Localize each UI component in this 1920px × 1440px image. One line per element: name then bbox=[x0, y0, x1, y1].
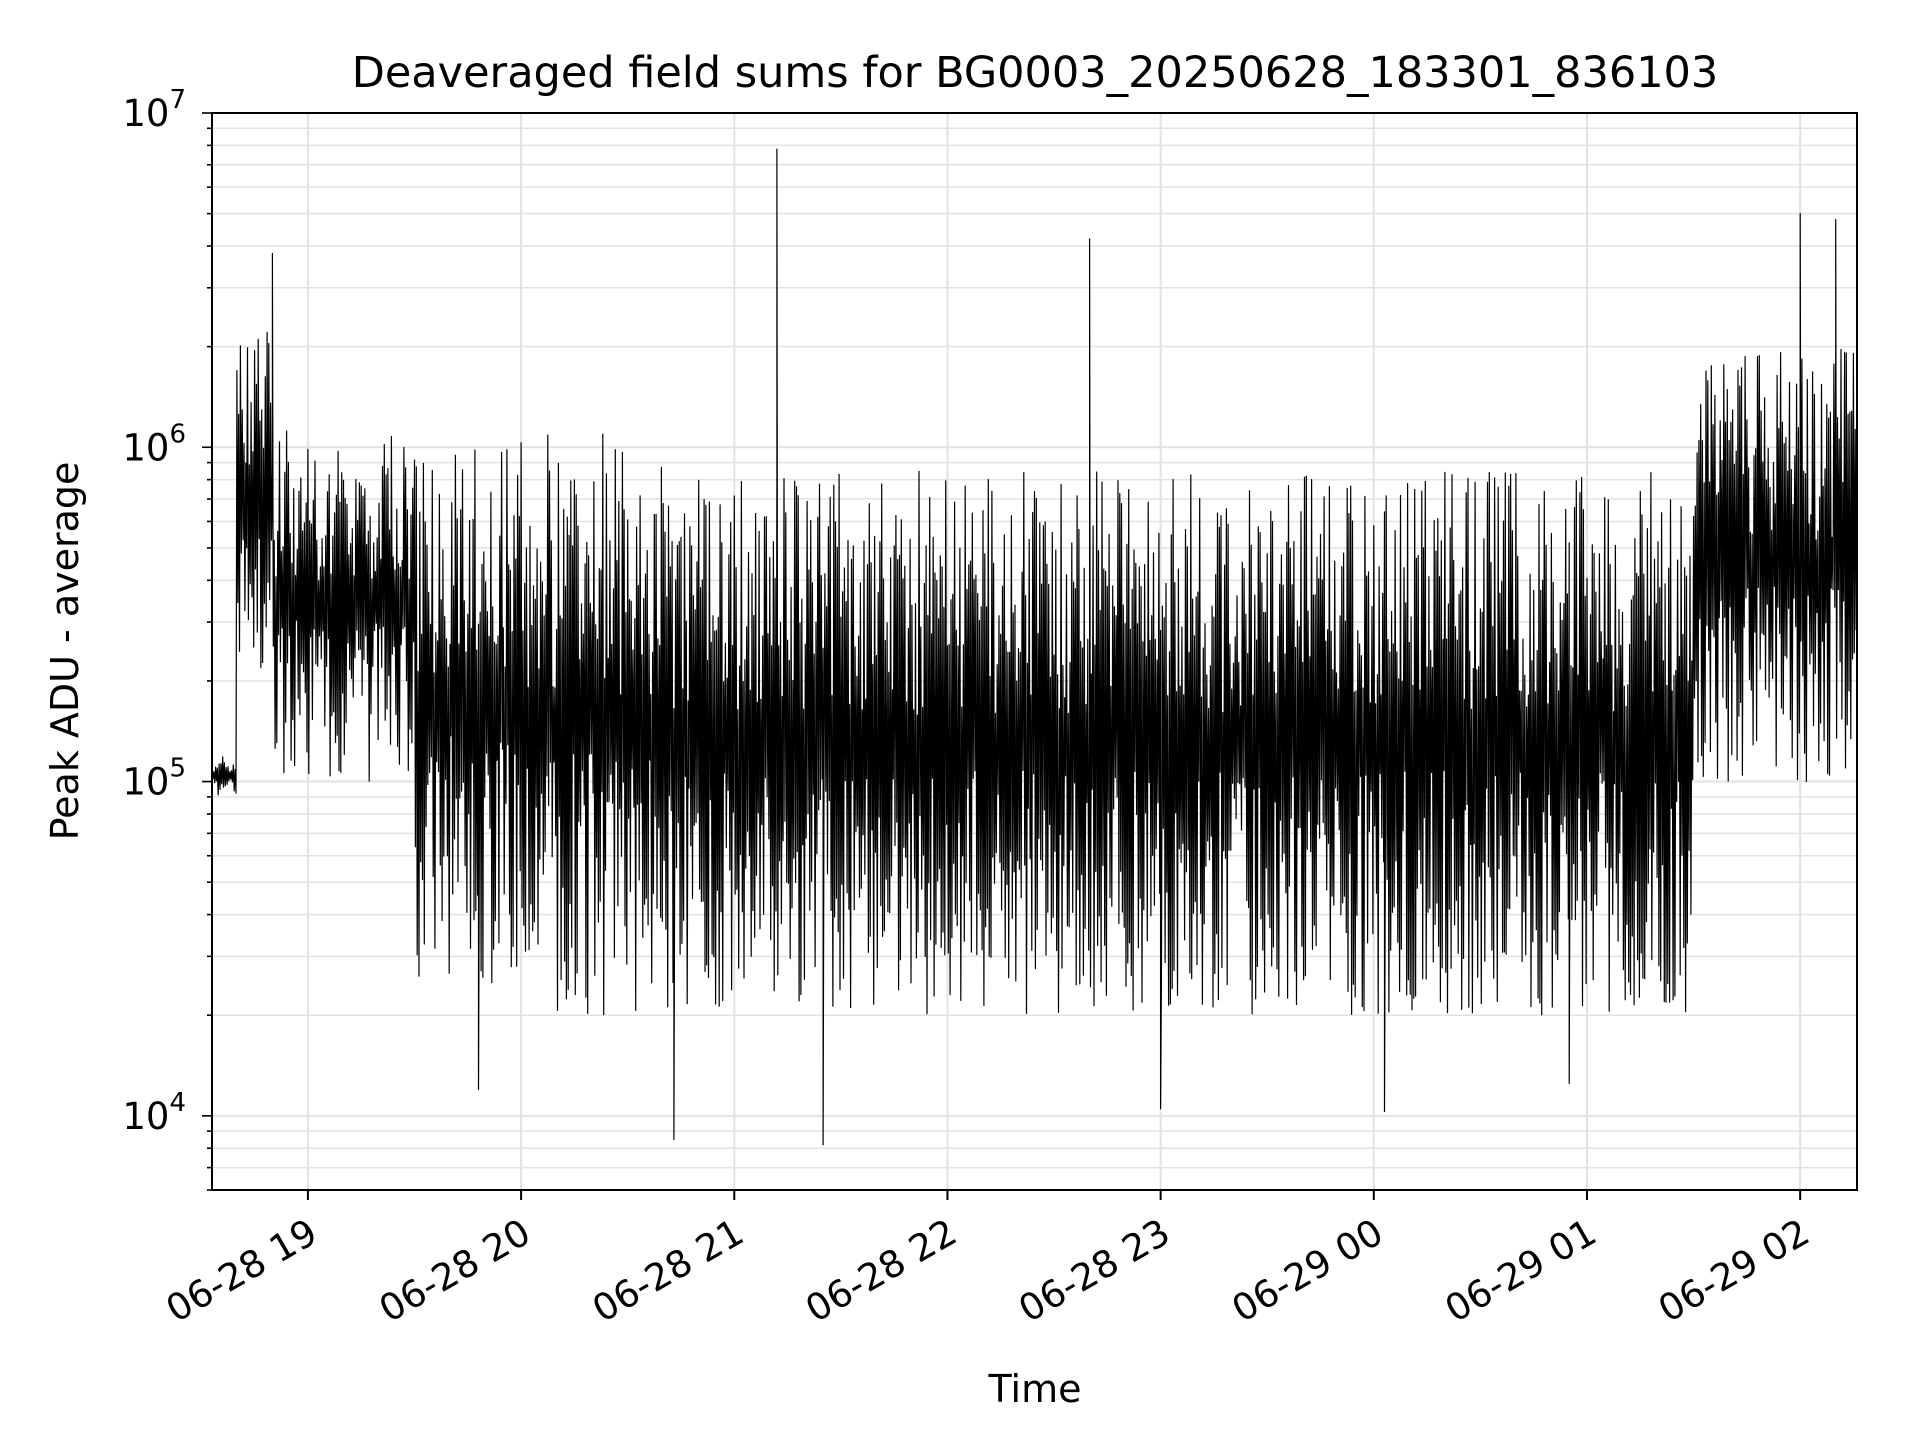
x-tick-label: 06-29 01 bbox=[1438, 1211, 1604, 1331]
y-tick-base: 10 bbox=[122, 1095, 169, 1138]
y-tick-base: 10 bbox=[122, 426, 169, 469]
y-tick-exponent: 4 bbox=[169, 1088, 186, 1118]
data-line bbox=[211, 148, 1857, 1146]
y-tick-base: 10 bbox=[122, 92, 169, 135]
chart-title: Deaveraged field sums for BG0003_2025062… bbox=[352, 48, 1719, 98]
x-tick-label: 06-28 19 bbox=[159, 1211, 325, 1331]
y-tick-label: 107 bbox=[122, 85, 186, 135]
x-tick-label: 06-29 02 bbox=[1651, 1211, 1817, 1331]
y-tick-exponent: 7 bbox=[169, 85, 186, 115]
x-tick-label: 06-28 21 bbox=[585, 1211, 751, 1331]
x-tick-label: 06-28 20 bbox=[372, 1211, 538, 1331]
plot-frame bbox=[211, 112, 1858, 1191]
x-tick-label: 06-29 00 bbox=[1225, 1211, 1391, 1331]
y-tick-base: 10 bbox=[122, 761, 169, 804]
series-line bbox=[211, 148, 1857, 1146]
x-axis-label: Time bbox=[988, 1367, 1082, 1411]
x-tick-label: 06-28 23 bbox=[1012, 1211, 1178, 1331]
y-tick-label: 105 bbox=[122, 754, 186, 804]
y-tick-label: 104 bbox=[122, 1088, 186, 1138]
x-axis: 06-28 19 06-28 20 06-28 21 06-28 22 06-28 23… bbox=[159, 1190, 1817, 1331]
x-tick-label: 06-28 22 bbox=[798, 1211, 964, 1331]
y-axis-label: Peak ADU - average bbox=[43, 462, 87, 841]
y-tick-label: 106 bbox=[122, 419, 186, 469]
y-tick-exponent: 5 bbox=[169, 754, 186, 784]
y-tick-exponent: 6 bbox=[169, 419, 186, 449]
